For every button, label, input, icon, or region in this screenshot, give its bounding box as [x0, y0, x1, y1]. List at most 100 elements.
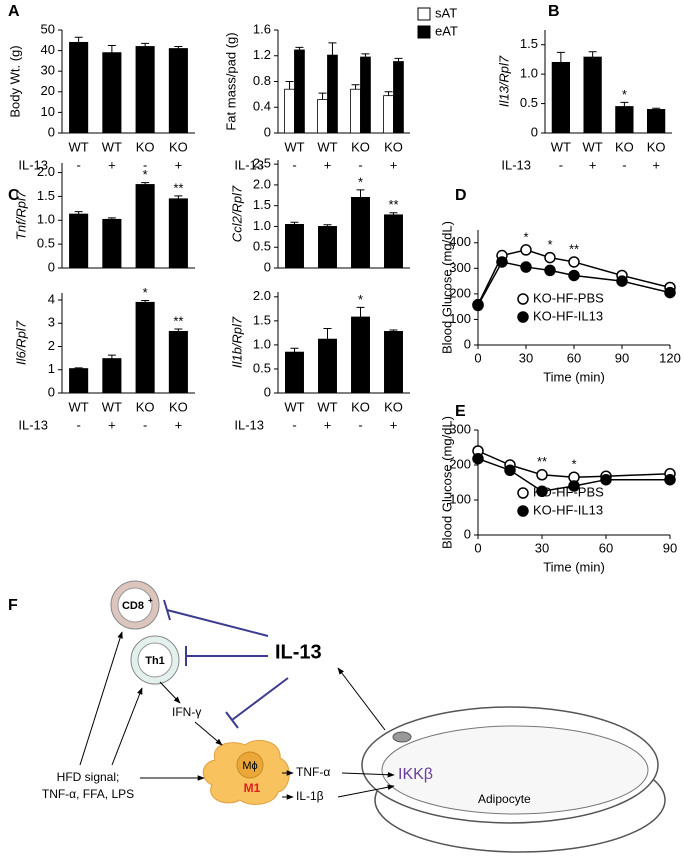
chart: 0 0.4 0.8 1.2 1.6 Fat mass/pad (g) WT - WT + KO - KO…	[223, 5, 457, 172]
significance: *	[547, 237, 552, 252]
treatment-label: -	[292, 417, 296, 432]
y-tick-label: 1.6	[253, 21, 271, 36]
y-tick-label: 0	[48, 124, 55, 139]
x-tick-label: 120	[659, 350, 681, 365]
significance: *	[143, 285, 148, 300]
y-tick-label: 2.0	[37, 164, 55, 179]
error-bar	[295, 46, 304, 50]
y-tick-label: 1	[48, 361, 55, 376]
treatment-label: +	[324, 157, 332, 172]
x-tick-label: KO	[351, 139, 370, 154]
significance: *	[523, 229, 528, 244]
significance: *	[358, 174, 363, 189]
bar	[168, 198, 188, 269]
treatment-label: -	[559, 157, 563, 172]
x-tick-label: 0	[474, 540, 481, 555]
treatment-label: -	[292, 157, 296, 172]
error-bar	[652, 107, 661, 110]
y-tick-label: 0	[264, 384, 271, 399]
legend-marker	[517, 487, 529, 499]
error-bar	[141, 182, 150, 185]
error-bar	[174, 195, 183, 199]
significance: *	[143, 167, 148, 182]
y-tick-label: 1.5	[253, 312, 271, 327]
error-bar	[356, 189, 365, 198]
y-axis-label: Blood Glucose (mg/dL)	[439, 221, 454, 354]
y-tick-label: 0.4	[253, 99, 271, 114]
bar	[317, 99, 328, 134]
y-tick-label: 1.0	[253, 218, 271, 233]
marker	[616, 275, 628, 287]
adipocyte-inner	[381, 725, 649, 815]
line	[477, 450, 671, 479]
bar	[102, 52, 122, 134]
x-tick-label: KO	[384, 139, 403, 154]
ikkb: IKKβ	[398, 766, 433, 783]
y-axis-label: Body Wt. (g)	[7, 45, 22, 117]
cd8-sup: +	[148, 596, 153, 605]
y-tick-label: 20	[41, 83, 55, 98]
bar	[383, 95, 394, 134]
x-tick-label: 0	[474, 350, 481, 365]
error-bar	[328, 42, 337, 56]
bar	[583, 56, 602, 134]
y-tick-label: 30	[41, 63, 55, 78]
treatment-label: +	[108, 157, 116, 172]
y-axis-label: Il6/Rpl7	[13, 320, 28, 365]
significance: *	[358, 292, 363, 307]
error-bar	[394, 57, 403, 62]
y-tick-label: 0.5	[253, 239, 271, 254]
bar	[69, 41, 89, 134]
y-tick-label: 2	[48, 338, 55, 353]
y-tick-label: 40	[41, 42, 55, 57]
cd8-inner	[117, 587, 153, 623]
inhibit-bar	[225, 711, 239, 729]
bar	[350, 88, 361, 134]
x-tick-label: 60	[599, 540, 613, 555]
error-bar	[74, 211, 83, 215]
error-bar	[290, 347, 299, 353]
inhibit-bar	[163, 599, 171, 621]
bar	[318, 338, 337, 394]
adipocyte-label: Adipocyte	[478, 792, 531, 806]
marker	[520, 244, 532, 256]
y-axis-label: Ccl2/Rpl7	[229, 185, 244, 242]
y-axis-label: Fat mass/pad (g)	[223, 32, 238, 130]
y-axis-label: Il1b/Rpl7	[229, 316, 244, 368]
bar	[69, 213, 89, 269]
error-bar	[174, 328, 183, 332]
marker	[544, 264, 556, 277]
error-bar	[620, 101, 629, 107]
marker	[472, 452, 484, 465]
y-tick-label: 0.8	[253, 73, 271, 88]
hfd-label: HFD signal;	[57, 770, 120, 784]
x-tick-label: WT	[551, 139, 571, 154]
marker	[544, 251, 556, 264]
treatment-label: +	[108, 417, 116, 432]
y-tick-label: 1.5	[253, 197, 271, 212]
x-tick-label: KO	[169, 139, 188, 154]
arrow	[341, 771, 395, 778]
macrophage-label: Mϕ	[242, 760, 257, 772]
y-tick-label: 0	[264, 259, 271, 274]
il13: IL-13	[275, 641, 322, 663]
marker	[520, 261, 532, 273]
bar	[294, 49, 305, 134]
bar	[135, 301, 155, 394]
panel-letter: D	[455, 187, 467, 204]
error-bar	[588, 51, 597, 58]
marker	[664, 473, 676, 486]
marker	[600, 473, 612, 486]
y-tick-label: 0.5	[253, 360, 271, 375]
panel-letter: F	[8, 597, 18, 614]
y-tick-label: 0	[531, 124, 538, 139]
x-tick-label: KO	[647, 139, 666, 154]
chart: 0 0.5 1.0 1.5 Il13/Rpl7 B WT - WT + KO - KO + IL-13 *	[496, 3, 672, 172]
error-bar	[556, 51, 565, 63]
x-tick-label: 30	[519, 350, 533, 365]
error-bar	[361, 53, 370, 58]
x-tick-label: WT	[583, 139, 603, 154]
significance: **	[173, 180, 183, 195]
